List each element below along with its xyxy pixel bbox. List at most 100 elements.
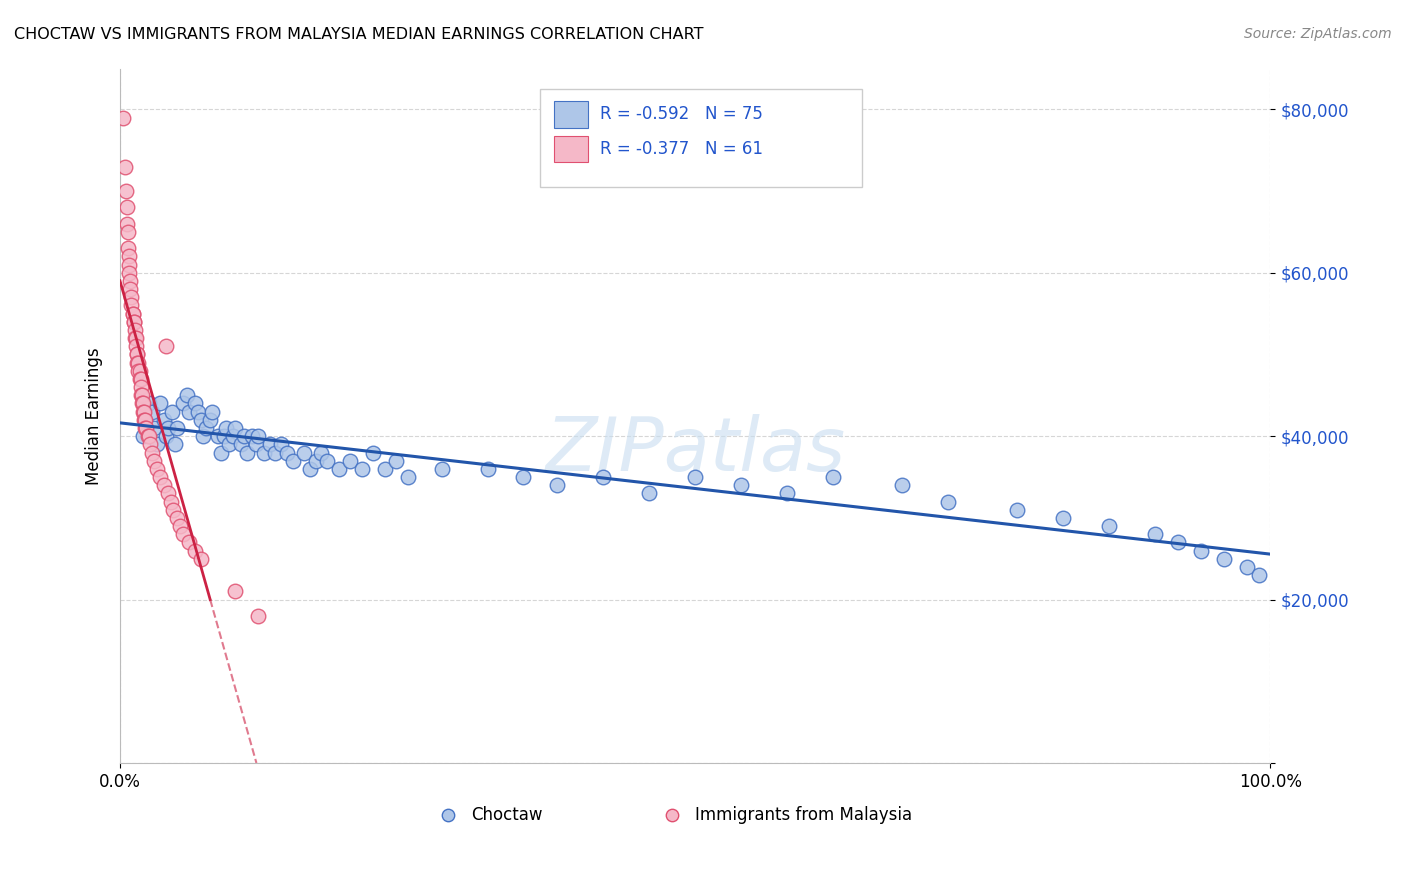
Point	[117, 225, 139, 239]
Point	[1167, 535, 1189, 549]
Text: R = -0.592   N = 75: R = -0.592 N = 75	[600, 105, 762, 123]
Y-axis label: Median Earnings: Median Earnings	[86, 347, 103, 484]
Point	[112, 111, 135, 125]
Point	[132, 396, 155, 410]
Point	[187, 405, 209, 419]
Point	[276, 445, 298, 459]
Point	[115, 217, 138, 231]
Point	[160, 405, 183, 419]
Point	[125, 331, 148, 345]
Text: Choctaw: Choctaw	[471, 806, 543, 824]
Point	[224, 421, 246, 435]
Point	[166, 511, 188, 525]
Point	[162, 502, 184, 516]
Point	[247, 608, 270, 623]
Point	[118, 249, 141, 263]
Point	[138, 429, 160, 443]
Point	[328, 462, 350, 476]
Point	[339, 453, 361, 467]
Point	[184, 543, 207, 558]
Point	[1191, 543, 1213, 558]
Point	[224, 584, 246, 599]
Point	[114, 184, 136, 198]
Text: CHOCTAW VS IMMIGRANTS FROM MALAYSIA MEDIAN EARNINGS CORRELATION CHART: CHOCTAW VS IMMIGRANTS FROM MALAYSIA MEDI…	[14, 27, 703, 42]
Point	[264, 445, 287, 459]
Point	[430, 462, 453, 476]
Point	[190, 551, 212, 566]
Point	[155, 339, 177, 353]
Point	[1213, 551, 1236, 566]
Text: Source: ZipAtlas.com: Source: ZipAtlas.com	[1244, 27, 1392, 41]
Point	[129, 380, 152, 394]
Point	[141, 445, 163, 459]
Point	[155, 429, 177, 443]
Point	[1144, 527, 1167, 541]
Point	[127, 347, 149, 361]
Point	[114, 160, 136, 174]
Point	[127, 356, 149, 370]
Point	[298, 462, 321, 476]
Point	[396, 470, 419, 484]
Point	[292, 445, 315, 459]
Point	[169, 519, 191, 533]
Point	[638, 486, 661, 500]
Point	[661, 756, 683, 770]
Text: ZIPatlas: ZIPatlas	[546, 415, 845, 486]
Point	[546, 478, 568, 492]
Point	[437, 756, 460, 770]
Point	[240, 429, 263, 443]
Point	[259, 437, 281, 451]
Point	[172, 527, 194, 541]
Point	[311, 445, 333, 459]
Point	[127, 364, 149, 378]
Point	[209, 445, 232, 459]
Point	[201, 405, 224, 419]
Text: R = -0.377   N = 61: R = -0.377 N = 61	[600, 140, 762, 158]
Point	[166, 421, 188, 435]
Point	[134, 413, 156, 427]
Point	[157, 421, 180, 435]
Point	[190, 413, 212, 427]
Point	[215, 421, 238, 435]
FancyBboxPatch shape	[554, 136, 588, 162]
Point	[135, 421, 157, 435]
Point	[131, 396, 153, 410]
Point	[128, 372, 150, 386]
Point	[125, 339, 148, 353]
Point	[143, 421, 166, 435]
Point	[127, 347, 149, 361]
Point	[134, 421, 156, 435]
Point	[115, 201, 138, 215]
Point	[184, 396, 207, 410]
Point	[118, 258, 141, 272]
Point	[128, 364, 150, 378]
Point	[121, 307, 143, 321]
Point	[149, 396, 172, 410]
Point	[152, 413, 174, 427]
Point	[177, 405, 200, 419]
Point	[138, 396, 160, 410]
Point	[270, 437, 292, 451]
Point	[891, 478, 914, 492]
Point	[117, 241, 139, 255]
Point	[304, 453, 326, 467]
Point	[222, 429, 245, 443]
Point	[374, 462, 396, 476]
Point	[253, 445, 276, 459]
Point	[120, 282, 142, 296]
FancyBboxPatch shape	[540, 89, 862, 186]
Point	[361, 445, 384, 459]
Point	[233, 429, 256, 443]
Point	[127, 356, 149, 370]
Point	[218, 437, 240, 451]
Point	[118, 266, 141, 280]
Point	[124, 331, 146, 345]
Point	[198, 413, 221, 427]
Point	[146, 462, 169, 476]
Point	[350, 462, 373, 476]
Point	[139, 437, 162, 451]
Point	[1247, 568, 1270, 582]
Point	[177, 535, 200, 549]
Point	[592, 470, 614, 484]
Text: Immigrants from Malaysia: Immigrants from Malaysia	[695, 806, 912, 824]
